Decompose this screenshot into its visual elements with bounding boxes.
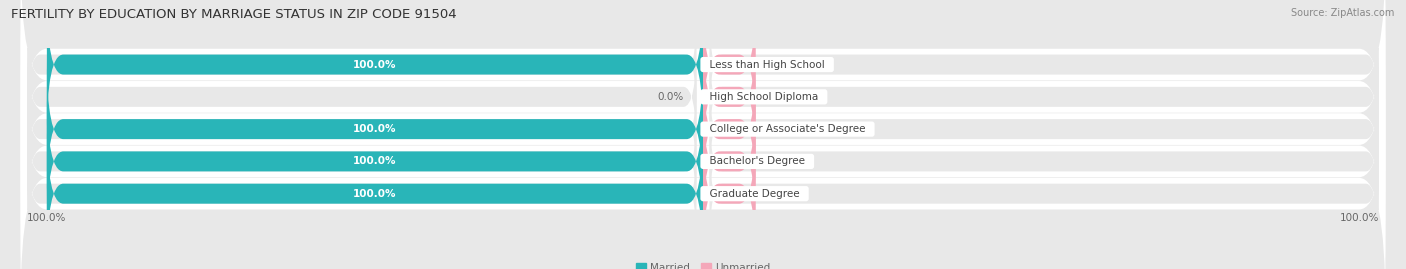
Text: 100.0%: 100.0%	[353, 59, 396, 70]
Legend: Married, Unmarried: Married, Unmarried	[631, 259, 775, 269]
Text: 100.0%: 100.0%	[353, 124, 396, 134]
Text: High School Diploma: High School Diploma	[703, 92, 825, 102]
Text: Graduate Degree: Graduate Degree	[703, 189, 806, 199]
FancyBboxPatch shape	[27, 75, 696, 184]
Text: 0.0%: 0.0%	[769, 156, 794, 167]
Text: Source: ZipAtlas.com: Source: ZipAtlas.com	[1291, 8, 1395, 18]
FancyBboxPatch shape	[710, 107, 1379, 216]
FancyBboxPatch shape	[21, 48, 1385, 269]
FancyBboxPatch shape	[21, 80, 1385, 269]
FancyBboxPatch shape	[27, 42, 696, 151]
Text: 100.0%: 100.0%	[353, 189, 396, 199]
FancyBboxPatch shape	[710, 139, 1379, 248]
FancyBboxPatch shape	[703, 58, 755, 200]
FancyBboxPatch shape	[21, 16, 1385, 242]
FancyBboxPatch shape	[46, 58, 703, 200]
FancyBboxPatch shape	[703, 0, 755, 135]
FancyBboxPatch shape	[21, 0, 1385, 178]
FancyBboxPatch shape	[46, 0, 703, 135]
FancyBboxPatch shape	[46, 123, 703, 264]
FancyBboxPatch shape	[710, 10, 1379, 119]
FancyBboxPatch shape	[703, 26, 755, 168]
FancyBboxPatch shape	[46, 91, 703, 232]
FancyBboxPatch shape	[703, 123, 755, 264]
Text: 0.0%: 0.0%	[769, 92, 794, 102]
Text: Bachelor's Degree: Bachelor's Degree	[703, 156, 811, 167]
Text: FERTILITY BY EDUCATION BY MARRIAGE STATUS IN ZIP CODE 91504: FERTILITY BY EDUCATION BY MARRIAGE STATU…	[11, 8, 457, 21]
Text: 0.0%: 0.0%	[769, 189, 794, 199]
Text: Less than High School: Less than High School	[703, 59, 831, 70]
Text: College or Associate's Degree: College or Associate's Degree	[703, 124, 872, 134]
Text: 100.0%: 100.0%	[353, 156, 396, 167]
FancyBboxPatch shape	[710, 42, 1379, 151]
Text: 0.0%: 0.0%	[769, 124, 794, 134]
Text: 0.0%: 0.0%	[769, 59, 794, 70]
FancyBboxPatch shape	[27, 10, 696, 119]
FancyBboxPatch shape	[710, 75, 1379, 184]
FancyBboxPatch shape	[27, 139, 696, 248]
Text: 0.0%: 0.0%	[657, 92, 683, 102]
FancyBboxPatch shape	[27, 107, 696, 216]
FancyBboxPatch shape	[703, 91, 755, 232]
FancyBboxPatch shape	[21, 0, 1385, 210]
